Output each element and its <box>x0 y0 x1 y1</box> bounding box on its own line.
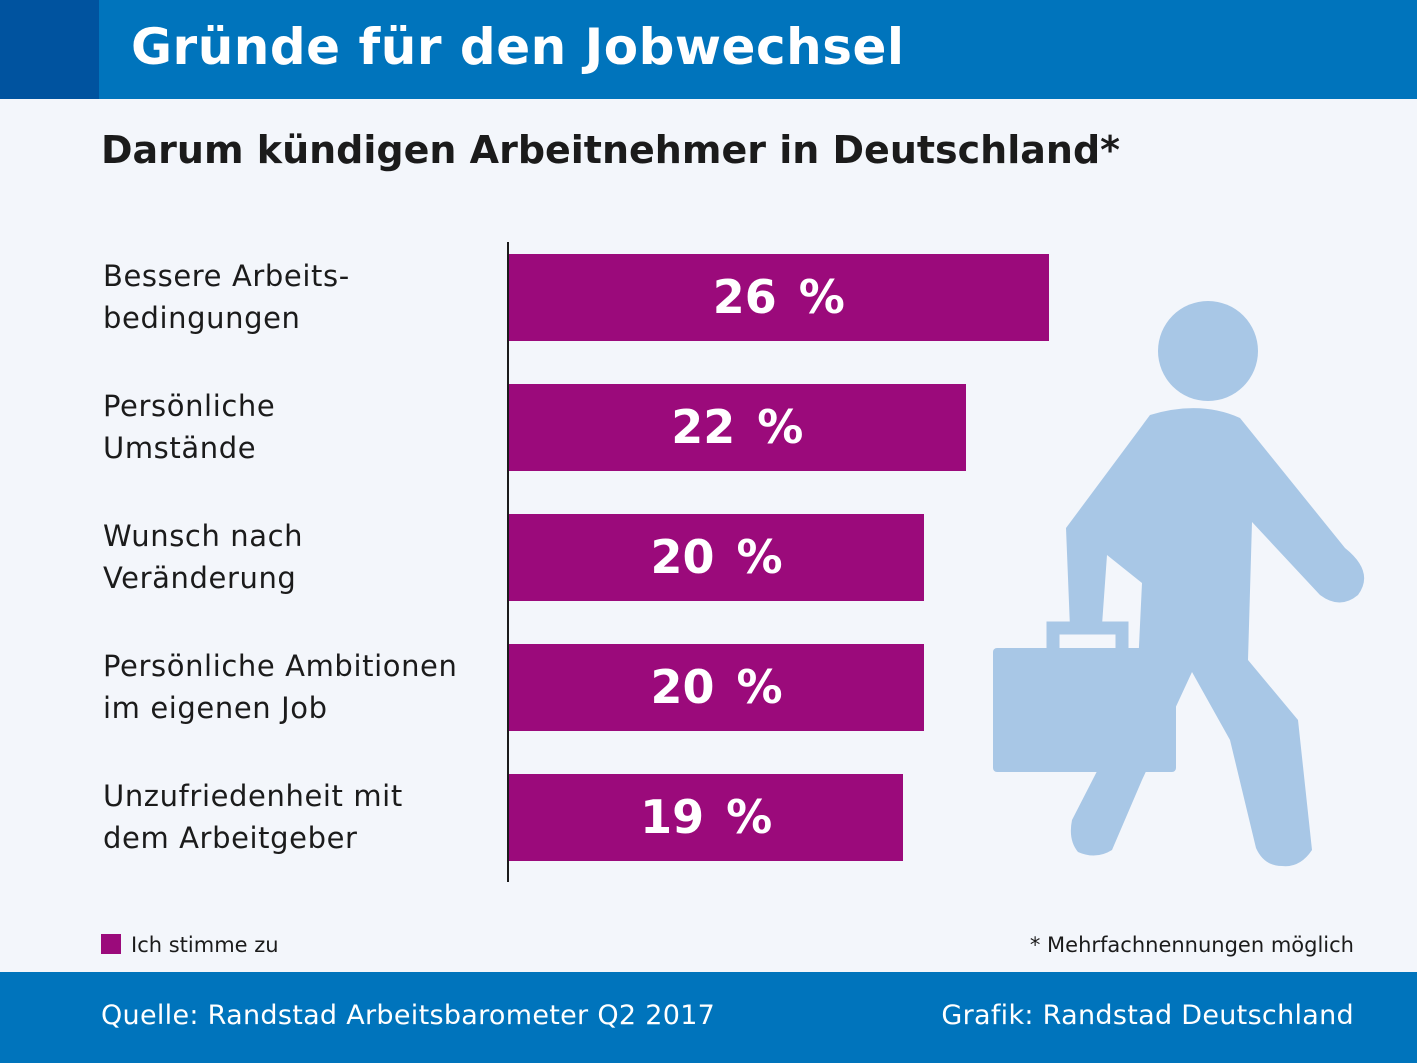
credit-text: Grafik: Randstad Deutschland <box>941 1000 1354 1031</box>
briefcase <box>993 648 1176 772</box>
person-head <box>1158 301 1258 401</box>
category-label: Persönliche Ambitionen im eigenen Job <box>103 645 498 729</box>
chart-subtitle: Darum kündigen Arbeitnehmer in Deutschla… <box>101 128 1121 172</box>
category-axis-line <box>507 242 509 882</box>
category-label-line: Bessere Arbeits- <box>103 259 350 293</box>
briefcase-handle <box>1046 621 1129 654</box>
category-label-line: Umstände <box>103 431 257 465</box>
category-label: Bessere Arbeits-bedingungen <box>103 255 498 339</box>
header-accent-block <box>0 0 99 99</box>
bar: 19 % <box>509 774 904 861</box>
footnote: * Mehrfachnennungen möglich <box>1029 933 1354 957</box>
footer-banner: Quelle: Randstad Arbeitsbarometer Q2 201… <box>0 972 1417 1063</box>
page-title: Gründe für den Jobwechsel <box>131 18 905 76</box>
category-label-line: dem Arbeitgeber <box>103 821 358 855</box>
category-label: Persönliche Umstände <box>103 385 498 469</box>
bar-value-label: 22 % <box>671 400 804 454</box>
category-label-line: Wunsch nach <box>103 519 304 553</box>
person-body <box>1066 408 1365 867</box>
bar: 20 % <box>509 514 924 601</box>
bar: 20 % <box>509 644 924 731</box>
header-banner: Gründe für den Jobwechsel <box>0 0 1417 99</box>
category-label: Wunsch nach Veränderung <box>103 515 498 599</box>
category-label: Unzufriedenheit mit dem Arbeitgeber <box>103 775 498 859</box>
legend-label: Ich stimme zu <box>131 933 279 957</box>
category-label-line: Persönliche Ambitionen <box>103 649 458 683</box>
category-label-line: Persönliche <box>103 389 276 423</box>
bar-value-label: 19 % <box>640 790 773 844</box>
category-label-line: Veränderung <box>103 561 297 595</box>
legend-swatch <box>101 934 121 954</box>
category-label-line: im eigenen Job <box>103 691 328 725</box>
bar: 26 % <box>509 254 1049 341</box>
category-label-line: Unzufriedenheit mit <box>103 779 403 813</box>
walking-person-with-briefcase-icon <box>993 301 1365 867</box>
bar: 22 % <box>509 384 966 471</box>
source-text: Quelle: Randstad Arbeitsbarometer Q2 201… <box>101 1000 716 1031</box>
bar-value-label: 20 % <box>650 660 783 714</box>
bar-value-label: 20 % <box>650 530 783 584</box>
category-label-line: bedingungen <box>103 301 301 335</box>
bar-value-label: 26 % <box>712 270 845 324</box>
